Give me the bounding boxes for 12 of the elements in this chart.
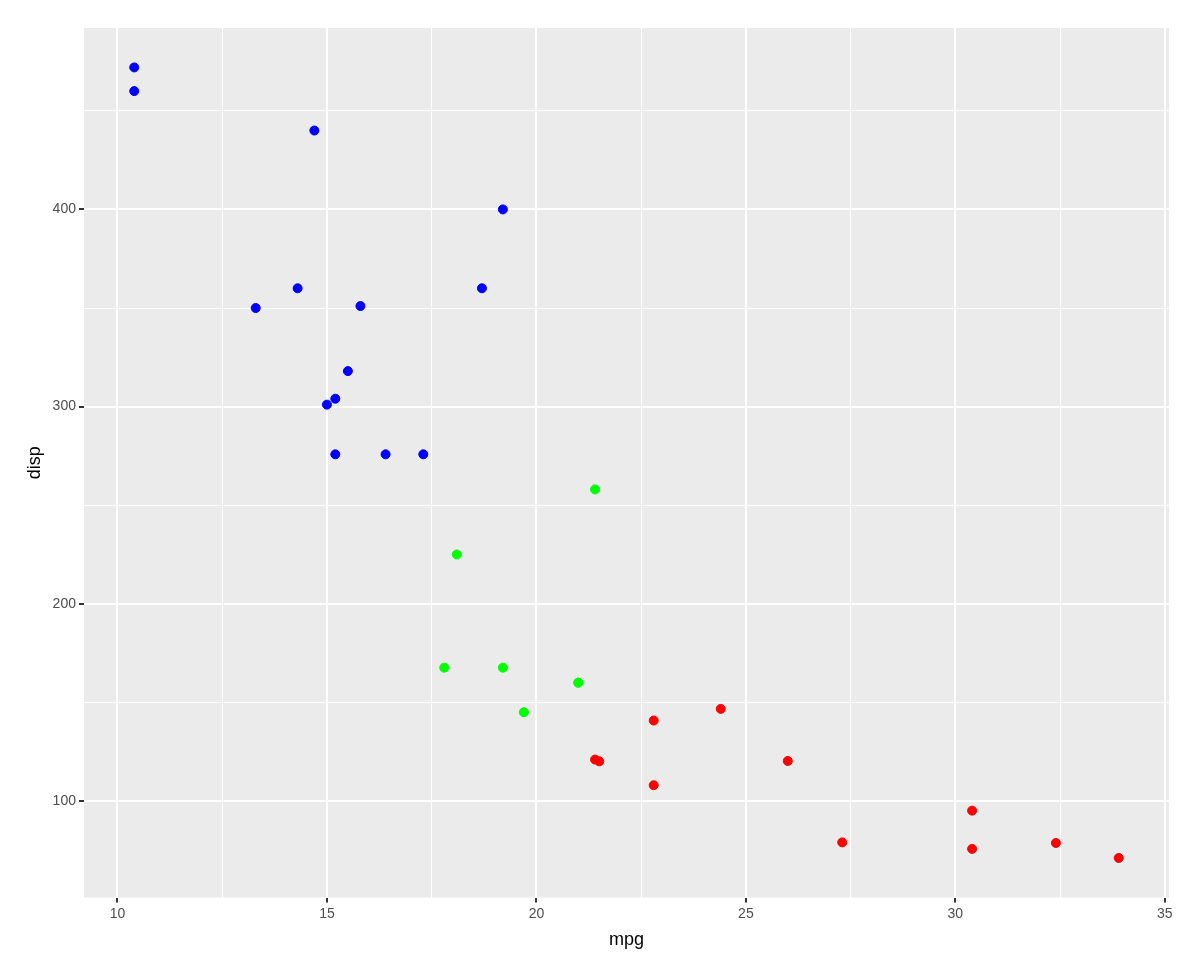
y-tick-label: 200 (52, 594, 77, 611)
x-tick-label: 20 (528, 904, 545, 921)
y-axis-title: disp (23, 446, 44, 480)
x-tick-label: 30 (947, 904, 964, 921)
x-axis-title: mpg (608, 929, 644, 950)
y-tick-label: 400 (52, 200, 77, 217)
x-tick-label: 10 (109, 904, 126, 921)
x-tick-label: 25 (738, 904, 754, 921)
y-tick-label: 300 (52, 397, 77, 414)
y-tick-label: 100 (52, 791, 77, 808)
x-tick-label: 35 (1157, 904, 1173, 921)
x-tick-label: 15 (319, 904, 335, 921)
